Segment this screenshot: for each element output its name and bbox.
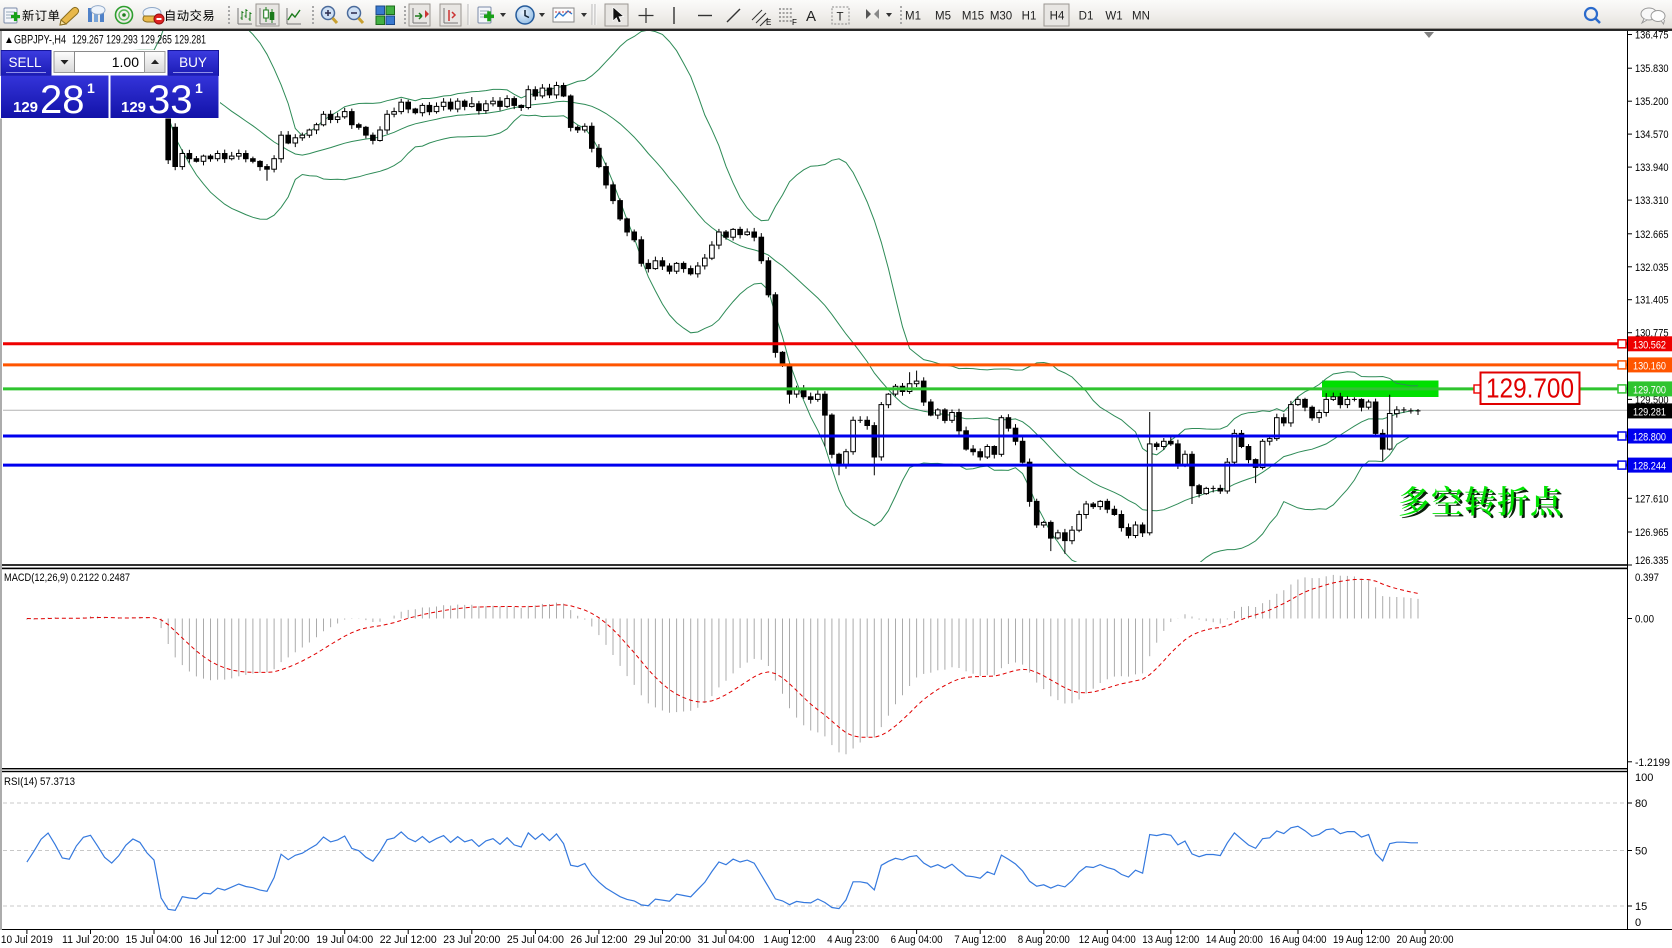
svg-text:M1: M1 [905, 11, 921, 23]
svg-text:GBPJPY-,H4: GBPJPY-,H4 [14, 35, 66, 47]
svg-text:10 Jul 2019: 10 Jul 2019 [1, 934, 53, 946]
svg-text:25 Jul 04:00: 25 Jul 04:00 [507, 934, 564, 946]
svg-text:127.610: 127.610 [1635, 493, 1669, 505]
svg-text:1 Aug 12:00: 1 Aug 12:00 [764, 934, 816, 946]
svg-text:128.800: 128.800 [1633, 432, 1666, 444]
svg-text:133.940: 133.940 [1635, 162, 1669, 174]
svg-text:130.562: 130.562 [1633, 339, 1666, 351]
svg-text:129.700: 129.700 [1633, 384, 1666, 396]
svg-text:4 Aug 23:00: 4 Aug 23:00 [827, 934, 879, 946]
svg-text:RSI(14) 57.3713: RSI(14) 57.3713 [4, 776, 75, 788]
svg-text:SELL: SELL [8, 55, 42, 70]
svg-text:29 Jul 20:00: 29 Jul 20:00 [634, 934, 691, 946]
svg-text:22 Jul 12:00: 22 Jul 12:00 [380, 934, 437, 946]
svg-text:134.570: 134.570 [1635, 129, 1669, 141]
svg-text:20 Aug 20:00: 20 Aug 20:00 [1397, 934, 1454, 946]
svg-text:6 Aug 04:00: 6 Aug 04:00 [891, 934, 943, 946]
svg-text:23 Jul 20:00: 23 Jul 20:00 [443, 934, 500, 946]
svg-text:50: 50 [1635, 846, 1647, 858]
svg-text:11 Jul 20:00: 11 Jul 20:00 [62, 934, 119, 946]
svg-text:100: 100 [1635, 772, 1653, 784]
svg-text:129: 129 [121, 99, 146, 116]
svg-text:D1: D1 [1079, 11, 1094, 23]
svg-text:A: A [806, 8, 816, 25]
svg-text:MN: MN [1132, 11, 1150, 23]
svg-text:M15: M15 [962, 11, 984, 23]
svg-text:129: 129 [13, 99, 38, 116]
svg-text:80: 80 [1635, 798, 1647, 810]
svg-text:13 Aug 12:00: 13 Aug 12:00 [1142, 934, 1199, 946]
svg-text:M30: M30 [990, 11, 1012, 23]
svg-text:17 Jul 20:00: 17 Jul 20:00 [253, 934, 310, 946]
svg-text:1: 1 [195, 80, 203, 96]
svg-text:0.397: 0.397 [1635, 572, 1659, 584]
svg-text:31 Jul 04:00: 31 Jul 04:00 [698, 934, 755, 946]
svg-text:129.700: 129.700 [1486, 373, 1574, 404]
svg-text:135.830: 135.830 [1635, 63, 1669, 75]
svg-text:-1.2199: -1.2199 [1635, 757, 1670, 769]
svg-text:W1: W1 [1105, 11, 1122, 23]
svg-text:16 Jul 12:00: 16 Jul 12:00 [189, 934, 246, 946]
svg-text:126.335: 126.335 [1635, 555, 1669, 567]
svg-text:E: E [766, 18, 771, 27]
svg-text:0: 0 [1635, 917, 1641, 929]
svg-text:T: T [837, 12, 844, 24]
svg-text:H4: H4 [1050, 11, 1065, 23]
svg-text:19 Aug 12:00: 19 Aug 12:00 [1333, 934, 1390, 946]
svg-text:BUY: BUY [179, 55, 207, 70]
svg-text:M5: M5 [935, 11, 951, 23]
svg-text:F: F [792, 18, 797, 27]
svg-text:126.965: 126.965 [1635, 527, 1669, 539]
svg-text:1: 1 [87, 80, 95, 96]
svg-text:19 Jul 04:00: 19 Jul 04:00 [316, 934, 373, 946]
svg-text:133.310: 133.310 [1635, 195, 1669, 207]
svg-text:MACD(12,26,9) 0.2122 0.2487: MACD(12,26,9) 0.2122 0.2487 [4, 572, 130, 584]
svg-text:136.475: 136.475 [1635, 30, 1669, 42]
svg-text:130.160: 130.160 [1633, 360, 1666, 372]
svg-text:▲: ▲ [4, 35, 14, 46]
svg-text:128.244: 128.244 [1633, 461, 1666, 473]
svg-text:26 Jul 12:00: 26 Jul 12:00 [570, 934, 627, 946]
svg-text:33: 33 [148, 78, 193, 122]
svg-text:15: 15 [1635, 901, 1647, 913]
svg-text:H1: H1 [1022, 11, 1037, 23]
svg-text:131.405: 131.405 [1635, 295, 1669, 307]
svg-text:1.00: 1.00 [112, 54, 139, 70]
svg-text:12 Aug 04:00: 12 Aug 04:00 [1079, 934, 1136, 946]
svg-text:135.200: 135.200 [1635, 96, 1669, 108]
svg-text:8 Aug 20:00: 8 Aug 20:00 [1018, 934, 1070, 946]
svg-text:7 Aug 12:00: 7 Aug 12:00 [954, 934, 1006, 946]
svg-text:16 Aug 04:00: 16 Aug 04:00 [1270, 934, 1327, 946]
svg-text:129.267 129.293 129.265 129.28: 129.267 129.293 129.265 129.281 [72, 35, 206, 47]
svg-text:0.00: 0.00 [1635, 614, 1654, 626]
svg-text:14 Aug 20:00: 14 Aug 20:00 [1206, 934, 1263, 946]
svg-text:15 Jul 04:00: 15 Jul 04:00 [126, 934, 183, 946]
svg-text:129.281: 129.281 [1633, 406, 1666, 418]
svg-text:28: 28 [40, 78, 85, 122]
svg-text:132.035: 132.035 [1635, 262, 1669, 274]
svg-text:132.665: 132.665 [1635, 229, 1669, 241]
